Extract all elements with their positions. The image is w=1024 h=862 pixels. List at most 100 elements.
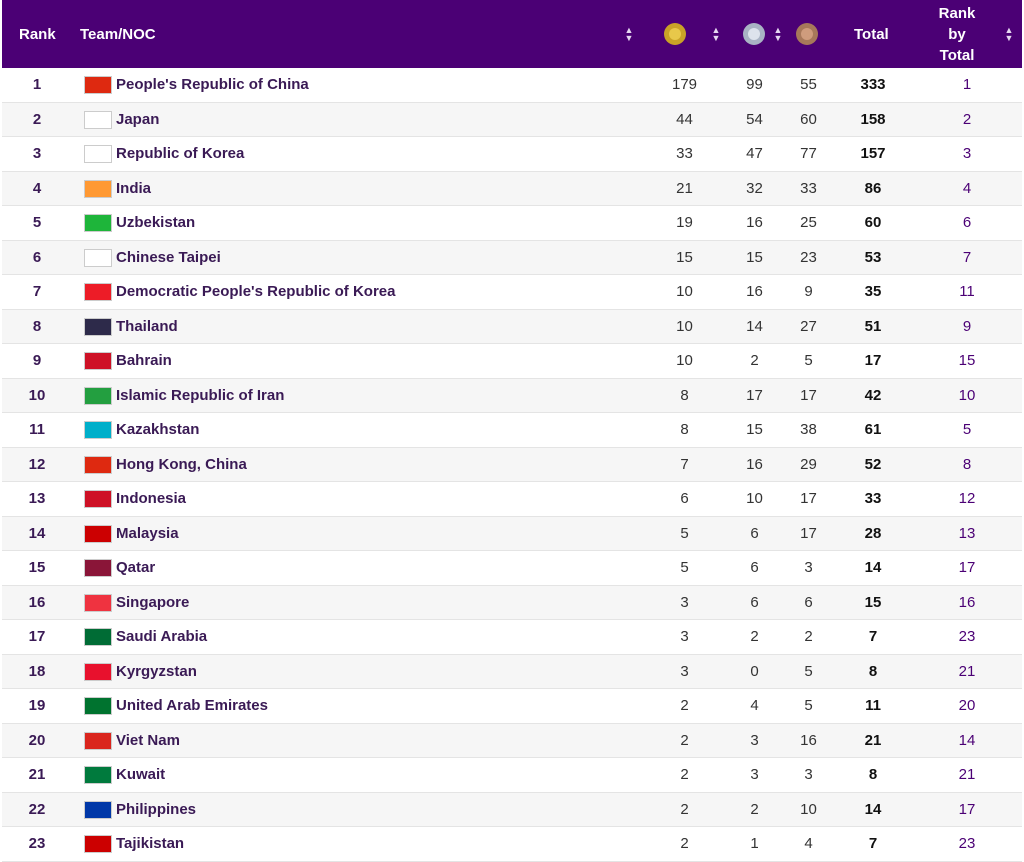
rank-by-total-line3: Total (939, 46, 975, 64)
rank-by-total-header[interactable]: Rank by Total (927, 0, 987, 68)
sort-silver-icon[interactable]: ▲ ▼ (773, 25, 783, 43)
rank-by-total: 17 (958, 800, 976, 818)
silver-count: 6 (750, 524, 759, 542)
flag-icon (84, 835, 112, 853)
rank-by-total: 3 (962, 145, 972, 163)
total-count: 7 (868, 628, 878, 646)
gold-medal-icon (664, 23, 686, 45)
rank-cell: 11 (29, 421, 45, 439)
sort-gold-icon[interactable]: ▲ ▼ (711, 25, 721, 43)
flag-icon (84, 490, 112, 508)
team-link[interactable]: Thailand (116, 317, 178, 335)
table-row[interactable]: 3 Republic of Korea 33 47 77 157 3 (2, 137, 1022, 172)
rank-cell: 13 (28, 490, 46, 508)
bronze-count: 55 (800, 76, 817, 94)
total-count: 60 (864, 214, 882, 232)
team-link[interactable]: Qatar (116, 559, 156, 577)
silver-medal-icon (743, 23, 765, 45)
bronze-count: 77 (800, 145, 817, 163)
rank-by-total-line2: by (948, 25, 966, 43)
flag-icon (84, 352, 112, 370)
rank-cell: 14 (28, 524, 46, 542)
rank-by-total: 2 (962, 110, 972, 128)
table-row[interactable]: 4 India 21 32 33 86 4 (2, 171, 1022, 206)
team-link[interactable]: Indonesia (116, 490, 187, 508)
team-link[interactable]: Kyrgyzstan (116, 662, 197, 680)
table-row[interactable]: 6 Chinese Taipei 15 15 23 53 7 (2, 240, 1022, 275)
rank-by-total: 12 (958, 490, 976, 508)
rank-by-total: 23 (958, 835, 976, 853)
team-link[interactable]: Philippines (116, 800, 197, 818)
rank-by-total: 16 (958, 593, 976, 611)
team-link[interactable]: Saudi Arabia (116, 628, 208, 646)
bronze-count: 5 (804, 662, 813, 680)
table-row[interactable]: 17 Saudi Arabia 3 2 2 7 23 (2, 620, 1022, 655)
rank-cell: 17 (28, 628, 46, 646)
table-row[interactable]: 11 Kazakhstan 8 15 38 61 5 (2, 413, 1022, 448)
table-row[interactable]: 14 Malaysia 5 6 17 28 13 (2, 516, 1022, 551)
rank-cell: 20 (28, 731, 46, 749)
rank-cell: 9 (32, 352, 42, 370)
table-row[interactable]: 19 United Arab Emirates 2 4 5 11 20 (2, 689, 1022, 724)
team-link[interactable]: Islamic Republic of Iran (116, 386, 285, 404)
table-row[interactable]: 18 Kyrgyzstan 3 0 5 8 21 (2, 654, 1022, 689)
table-row[interactable]: 23 Tajikistan 2 1 4 7 23 (2, 827, 1022, 862)
rank-by-total: 21 (958, 662, 976, 680)
table-row[interactable]: 2 Japan 44 54 60 158 2 (2, 102, 1022, 137)
total-count: 42 (864, 386, 882, 404)
team-link[interactable]: Kazakhstan (116, 421, 200, 439)
bronze-count: 4 (804, 835, 813, 853)
table-row[interactable]: 10 Islamic Republic of Iran 8 17 17 42 1… (2, 378, 1022, 413)
bronze-count: 17 (800, 524, 817, 542)
silver-count: 1 (750, 835, 759, 853)
team-link[interactable]: Chinese Taipei (116, 248, 221, 266)
team-link[interactable]: Bahrain (116, 352, 172, 370)
team-link[interactable]: United Arab Emirates (116, 697, 268, 715)
team-link[interactable]: People's Republic of China (116, 76, 309, 94)
table-row[interactable]: 15 Qatar 5 6 3 14 17 (2, 551, 1022, 586)
table-row[interactable]: 5 Uzbekistan 19 16 25 60 6 (2, 206, 1022, 241)
total-count: 14 (864, 559, 882, 577)
gold-count: 2 (680, 800, 689, 818)
bronze-medal-icon (796, 23, 818, 45)
flag-icon (84, 524, 112, 543)
team-link[interactable]: Kuwait (116, 766, 166, 784)
rank-header[interactable]: Rank (19, 25, 56, 43)
table-row[interactable]: 7 Democratic People's Republic of Korea … (2, 275, 1022, 310)
table-row[interactable]: 8 Thailand 10 14 27 51 9 (2, 309, 1022, 344)
team-link[interactable]: Democratic People's Republic of Korea (116, 283, 396, 301)
rank-by-total: 4 (962, 179, 972, 197)
total-header[interactable]: Total (854, 25, 889, 43)
flag-icon (84, 145, 112, 163)
gold-count: 179 (671, 76, 698, 94)
team-link[interactable]: Viet Nam (116, 731, 180, 749)
table-row[interactable]: 12 Hong Kong, China 7 16 29 52 8 (2, 447, 1022, 482)
sort-team-icon[interactable]: ▲ ▼ (624, 25, 634, 43)
team-link[interactable]: Japan (116, 110, 160, 128)
table-row[interactable]: 1 People's Republic of China 179 99 55 3… (2, 68, 1022, 103)
silver-count: 10 (746, 490, 763, 508)
team-link[interactable]: Hong Kong, China (116, 455, 247, 473)
gold-count: 6 (680, 490, 689, 508)
bronze-count: 3 (804, 766, 813, 784)
team-header[interactable]: Team/NOC (80, 25, 156, 43)
team-link[interactable]: Malaysia (116, 524, 179, 542)
team-link[interactable]: Tajikistan (116, 835, 185, 853)
table-row[interactable]: 20 Viet Nam 2 3 16 21 14 (2, 723, 1022, 758)
table-row[interactable]: 9 Bahrain 10 2 5 17 15 (2, 344, 1022, 379)
team-link[interactable]: India (116, 179, 152, 197)
rank-cell: 15 (28, 559, 46, 577)
silver-count: 15 (746, 248, 763, 266)
table-row[interactable]: 16 Singapore 3 6 6 15 16 (2, 585, 1022, 620)
gold-count: 5 (680, 559, 689, 577)
sort-rank-total-icon[interactable]: ▲ ▼ (1004, 25, 1014, 43)
team-link[interactable]: Singapore (116, 593, 190, 611)
table-row[interactable]: 22 Philippines 2 2 10 14 17 (2, 792, 1022, 827)
silver-count: 99 (746, 76, 763, 94)
team-link[interactable]: Uzbekistan (116, 214, 196, 232)
rank-by-total: 8 (962, 455, 972, 473)
team-link[interactable]: Republic of Korea (116, 145, 245, 163)
table-row[interactable]: 21 Kuwait 2 3 3 8 21 (2, 758, 1022, 793)
table-row[interactable]: 13 Indonesia 6 10 17 33 12 (2, 482, 1022, 517)
